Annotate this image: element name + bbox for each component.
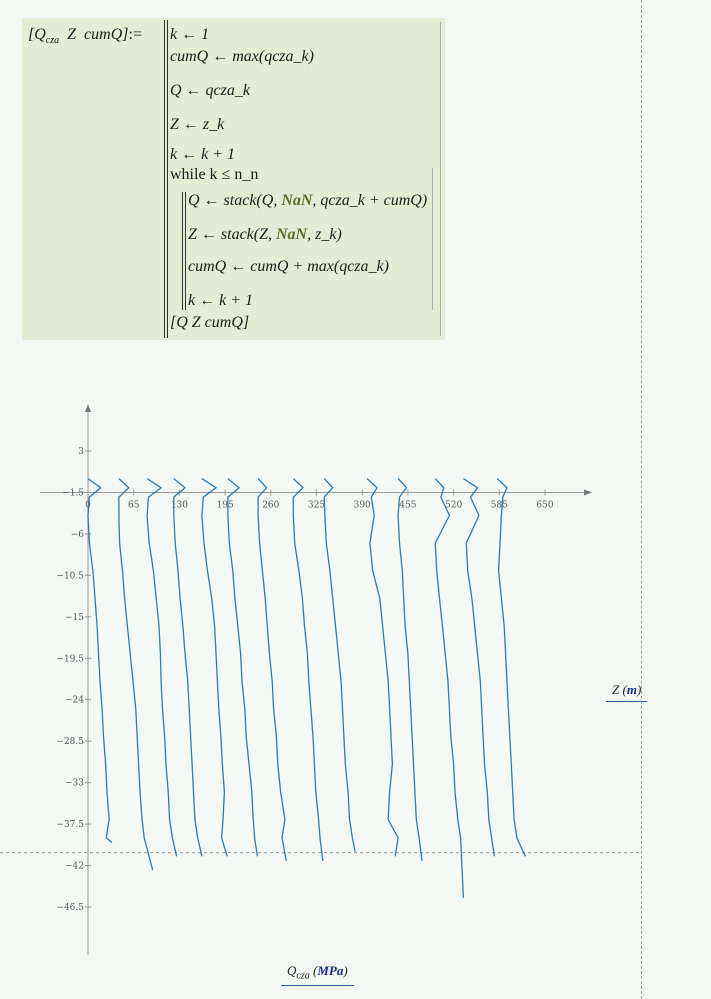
y-tick-label: −37.5 xyxy=(56,820,84,830)
x-tick-label: 65 xyxy=(128,500,140,510)
cpt-profile-line xyxy=(87,478,113,844)
y-tick-label: −19.5 xyxy=(56,654,84,664)
y-axis-label[interactable]: Z (m) xyxy=(606,682,648,702)
cpt-profile-line xyxy=(173,478,203,857)
program-line: Z ← stack(Z, NaN, z_k) xyxy=(188,226,342,243)
y-tick-label: −46.5 xyxy=(56,903,84,913)
program-return: [Q Z cumQ] xyxy=(170,314,250,331)
x-tick-label: 520 xyxy=(445,500,462,510)
y-tick-label: −33 xyxy=(65,779,84,789)
y-tick-label: 3 xyxy=(78,447,84,457)
cpt-profile-line xyxy=(292,478,324,861)
nan-keyword: NaN xyxy=(276,226,308,243)
cpt-profile-line xyxy=(397,478,423,861)
cpt-profile-line xyxy=(227,478,259,857)
x-tick-label: 650 xyxy=(536,500,553,510)
cpt-profile-line xyxy=(257,478,287,862)
cpt-profile-line xyxy=(366,478,399,857)
program-line: Z ← z_k xyxy=(170,116,225,133)
x-tick-label: 325 xyxy=(308,500,325,510)
program-line: k ← k + 1 xyxy=(170,146,235,163)
x-tick-label: 130 xyxy=(171,500,188,510)
program-line: k ← 1 xyxy=(170,26,210,43)
y-axis-arrow xyxy=(85,404,91,412)
cpt-profile-line xyxy=(434,478,465,898)
x-tick-label: 390 xyxy=(354,500,371,510)
x-tick-label: 260 xyxy=(262,500,279,510)
x-axis-label[interactable]: Qcza (MPa) xyxy=(281,963,354,986)
page-margin-line xyxy=(641,0,642,999)
program-lhs: [Qcza Z cumQ]:= xyxy=(28,26,142,47)
program-line: Q ← qcza_k xyxy=(170,82,250,99)
nan-keyword: NaN xyxy=(281,192,313,209)
y-tick-label: −42 xyxy=(65,862,84,872)
cpt-profile-line xyxy=(201,478,228,857)
cpt-profile-line xyxy=(463,478,496,857)
program-line: cumQ ← cumQ + max(qcza_k) xyxy=(188,258,389,275)
y-tick-label: −24 xyxy=(65,696,84,706)
y-tick-label: −15 xyxy=(65,613,84,623)
y-tick-label: −10.5 xyxy=(56,571,84,581)
x-tick-label: 195 xyxy=(217,500,234,510)
while-right-edge xyxy=(432,168,433,310)
y-tick-label: −28.5 xyxy=(56,737,84,747)
program-region[interactable]: [Qcza Z cumQ]:= k ← 1 cumQ ← max(qcza_k)… xyxy=(22,18,445,340)
program-line: cumQ ← max(qcza_k) xyxy=(170,48,314,65)
cpt-profile-line xyxy=(496,478,526,857)
cpt-profile-line xyxy=(146,478,178,857)
program-line: Q ← stack(Q, NaN, qcza_k + cumQ) xyxy=(188,192,428,209)
x-axis-arrow xyxy=(584,489,592,496)
program-bar xyxy=(164,20,168,338)
y-tick-label: −1.5 xyxy=(62,488,84,498)
program-line: k ← k + 1 xyxy=(188,292,253,309)
x-tick-label: 585 xyxy=(491,500,508,510)
program-right-edge xyxy=(440,22,441,336)
x-tick-label: 455 xyxy=(399,500,416,510)
while-line: while k ≤ n_n xyxy=(170,166,259,183)
y-tick-label: −6 xyxy=(71,530,85,540)
cpt-profile-line xyxy=(118,478,154,871)
cpt-profile-line xyxy=(323,478,356,852)
while-body-bar xyxy=(182,192,186,310)
